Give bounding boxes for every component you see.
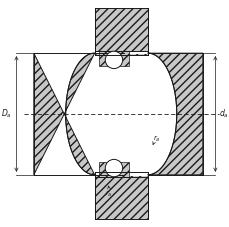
Polygon shape [147,53,202,175]
Polygon shape [98,51,111,66]
Bar [94,52,147,54]
Polygon shape [34,53,94,175]
Polygon shape [116,51,129,66]
Polygon shape [94,8,147,55]
Polygon shape [98,162,111,177]
Text: $D_a$: $D_a$ [1,108,11,120]
Bar [94,172,147,176]
Polygon shape [94,172,147,219]
Circle shape [105,159,122,177]
Text: $r_a$: $r_a$ [105,189,112,199]
Bar [94,69,147,159]
Circle shape [105,51,122,69]
Text: $r_a$: $r_a$ [152,134,160,144]
Text: $d_a$: $d_a$ [218,108,228,120]
Polygon shape [116,162,129,177]
